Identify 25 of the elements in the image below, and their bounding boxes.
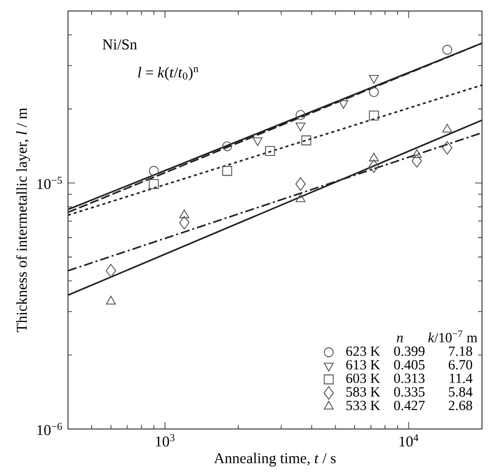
y-tick-label: 10$^{−6}$ [37, 422, 62, 436]
annotation: 7.18 [449, 346, 472, 356]
annotation: 0.313 [394, 374, 425, 384]
legend-label: 603 K [346, 374, 380, 384]
annotation: 0.335 [394, 387, 425, 397]
x-tick-label: 10$^{3}$ [156, 434, 174, 447]
annotation: 0.427 [394, 400, 425, 410]
legend-label: 583 K [346, 387, 380, 397]
x-tick-label: 10$^{4}$ [400, 434, 418, 446]
y-tick-label: 10$^{−5}$ [37, 176, 62, 190]
legend-label: 533 K [346, 400, 380, 410]
x-axis-title: Annealing time, t / s [214, 452, 336, 466]
annotation: 0.405 [394, 360, 425, 370]
annotation: k/10$^{−7}$ m [428, 330, 478, 342]
annotation: n [396, 336, 403, 342]
annotation: 2.68 [448, 400, 472, 410]
legend-label: 613 K [346, 360, 380, 370]
annotation: 0.399 [394, 346, 425, 356]
legend-label: 623 K [346, 346, 380, 356]
annotation: 5.84 [448, 387, 472, 397]
y-axis-title: Thickness of intermetallic layer, l / m [16, 108, 30, 332]
annotation: 11.4 [450, 374, 472, 384]
annotation: 6.70 [448, 360, 472, 370]
text: l = k(t/t$_{0}$)$^{n}$ [138, 66, 198, 81]
annotation: Ni/Sn [102, 39, 137, 50]
